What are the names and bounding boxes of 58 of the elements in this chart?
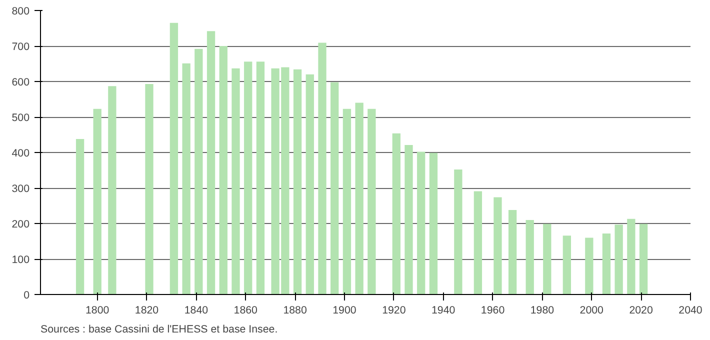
y-tick-label: 600 bbox=[12, 76, 30, 88]
x-tick-label: 2040 bbox=[678, 304, 702, 316]
bar bbox=[219, 46, 228, 294]
x-tick-label: 1900 bbox=[332, 304, 356, 316]
bar bbox=[76, 139, 84, 294]
bar bbox=[93, 108, 102, 294]
x-tick-label: 1960 bbox=[480, 304, 505, 316]
bar bbox=[256, 62, 265, 294]
y-tick-label: 200 bbox=[12, 218, 30, 230]
bar bbox=[206, 31, 216, 294]
bar bbox=[474, 191, 482, 294]
bar bbox=[330, 82, 339, 294]
bar bbox=[342, 108, 352, 294]
bar bbox=[355, 102, 364, 294]
x-tick-label: 1980 bbox=[530, 304, 554, 316]
bar bbox=[585, 238, 594, 294]
bar bbox=[562, 236, 572, 294]
bar bbox=[232, 68, 240, 294]
bar bbox=[182, 63, 190, 294]
x-tick-label: 1840 bbox=[184, 304, 208, 316]
bar bbox=[454, 170, 462, 294]
bar bbox=[293, 69, 302, 294]
bar bbox=[244, 62, 252, 294]
y-tick-label: 0 bbox=[24, 290, 30, 302]
y-tick-label: 100 bbox=[12, 254, 30, 266]
bar bbox=[318, 42, 326, 294]
x-tick-label: 1940 bbox=[432, 304, 456, 316]
bar bbox=[627, 218, 636, 294]
x-tick-label: 1820 bbox=[134, 304, 159, 316]
y-tick-label: 700 bbox=[12, 41, 30, 53]
x-tick-label: 1920 bbox=[382, 304, 406, 316]
bar bbox=[639, 224, 648, 294]
x-tick-label: 2000 bbox=[580, 304, 604, 316]
x-tick-label: 2020 bbox=[629, 304, 653, 316]
source-note: Sources : base Cassini de l'EHESS et base Insee. bbox=[40, 324, 278, 336]
bar bbox=[368, 108, 376, 294]
bar bbox=[494, 197, 502, 294]
y-tick-label: 800 bbox=[12, 6, 30, 18]
y-tick-label: 500 bbox=[12, 112, 30, 124]
bar bbox=[602, 233, 611, 294]
bar bbox=[194, 48, 203, 294]
bar bbox=[392, 133, 400, 294]
x-tick-label: 1880 bbox=[283, 304, 307, 316]
bar bbox=[429, 152, 438, 294]
bar bbox=[417, 152, 426, 294]
bar bbox=[145, 84, 154, 294]
x-tick-label: 1800 bbox=[85, 304, 110, 316]
bar bbox=[508, 210, 517, 294]
bar bbox=[404, 145, 413, 294]
bar bbox=[526, 220, 534, 294]
bar bbox=[614, 224, 623, 294]
x-tick-label: 1860 bbox=[234, 304, 258, 316]
y-tick-label: 400 bbox=[12, 148, 30, 160]
y-tick-label: 300 bbox=[12, 183, 30, 195]
bar bbox=[306, 74, 314, 294]
bar bbox=[170, 22, 178, 294]
bar bbox=[543, 224, 552, 294]
bar bbox=[108, 86, 116, 294]
